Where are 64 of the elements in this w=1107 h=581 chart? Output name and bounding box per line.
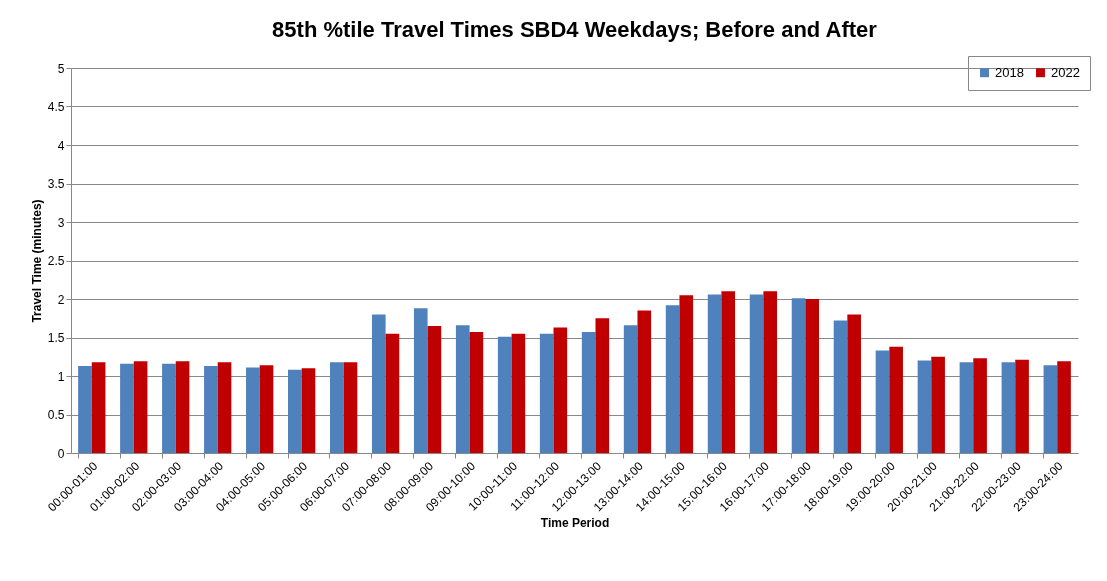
chart-title: 85th %tile Travel Times SBD4 Weekdays; Before and After [272, 16, 878, 42]
y-tick-label: 4.5 [47, 100, 65, 114]
bar [623, 325, 638, 453]
bar [91, 362, 106, 453]
y-tick-label: 4 [57, 138, 65, 153]
bar [329, 362, 344, 453]
bar [204, 365, 218, 453]
bar [511, 333, 526, 453]
bar [1001, 362, 1016, 453]
bar [973, 358, 987, 453]
bar [120, 363, 134, 453]
bar [847, 314, 861, 453]
y-tick-label: 5 [57, 61, 65, 76]
bar [959, 362, 974, 453]
bar [1043, 365, 1058, 453]
bar [175, 361, 190, 453]
bar [1015, 359, 1029, 453]
bar [301, 368, 316, 453]
bar [343, 362, 358, 453]
bar [889, 346, 903, 453]
bar [246, 367, 260, 453]
bar [385, 333, 400, 453]
y-tick-label: 0.5 [47, 408, 65, 422]
bar [288, 369, 302, 453]
y-tick-label: 1.5 [47, 331, 65, 345]
bar [78, 365, 92, 453]
bar [413, 308, 428, 453]
y-tick-label: 0 [57, 446, 65, 461]
bar [917, 360, 932, 453]
x-axis-title: Time Period [540, 515, 610, 530]
bar [931, 356, 945, 453]
bar [469, 332, 484, 453]
bar [1057, 361, 1071, 453]
bar [427, 325, 442, 453]
bar [805, 299, 820, 453]
bar [875, 350, 890, 453]
bar [595, 318, 610, 453]
bar [791, 298, 806, 453]
legend-label: 2018 [995, 64, 1024, 80]
y-tick-label: 3 [57, 215, 65, 230]
legend-label: 2022 [1051, 64, 1080, 80]
bar [665, 305, 680, 453]
y-tick-label: 2 [57, 292, 65, 307]
bar [455, 325, 470, 453]
bar [637, 310, 652, 453]
bar [497, 336, 512, 453]
bar [581, 332, 596, 453]
bar [539, 333, 554, 453]
bar [371, 314, 386, 453]
y-tick-label: 3.5 [47, 177, 65, 191]
bar [721, 291, 736, 453]
bar [749, 294, 764, 453]
y-tick-label: 1 [57, 369, 65, 384]
bar [553, 327, 568, 453]
y-axis-title: Travel Time (minutes) [29, 199, 44, 323]
bar [763, 291, 778, 453]
bar [133, 361, 148, 453]
bar [217, 362, 232, 453]
bar [679, 295, 694, 453]
bar [833, 320, 848, 453]
y-tick-label: 2.5 [47, 254, 65, 268]
bar [707, 294, 722, 453]
bar [162, 363, 176, 453]
bar [259, 365, 274, 453]
